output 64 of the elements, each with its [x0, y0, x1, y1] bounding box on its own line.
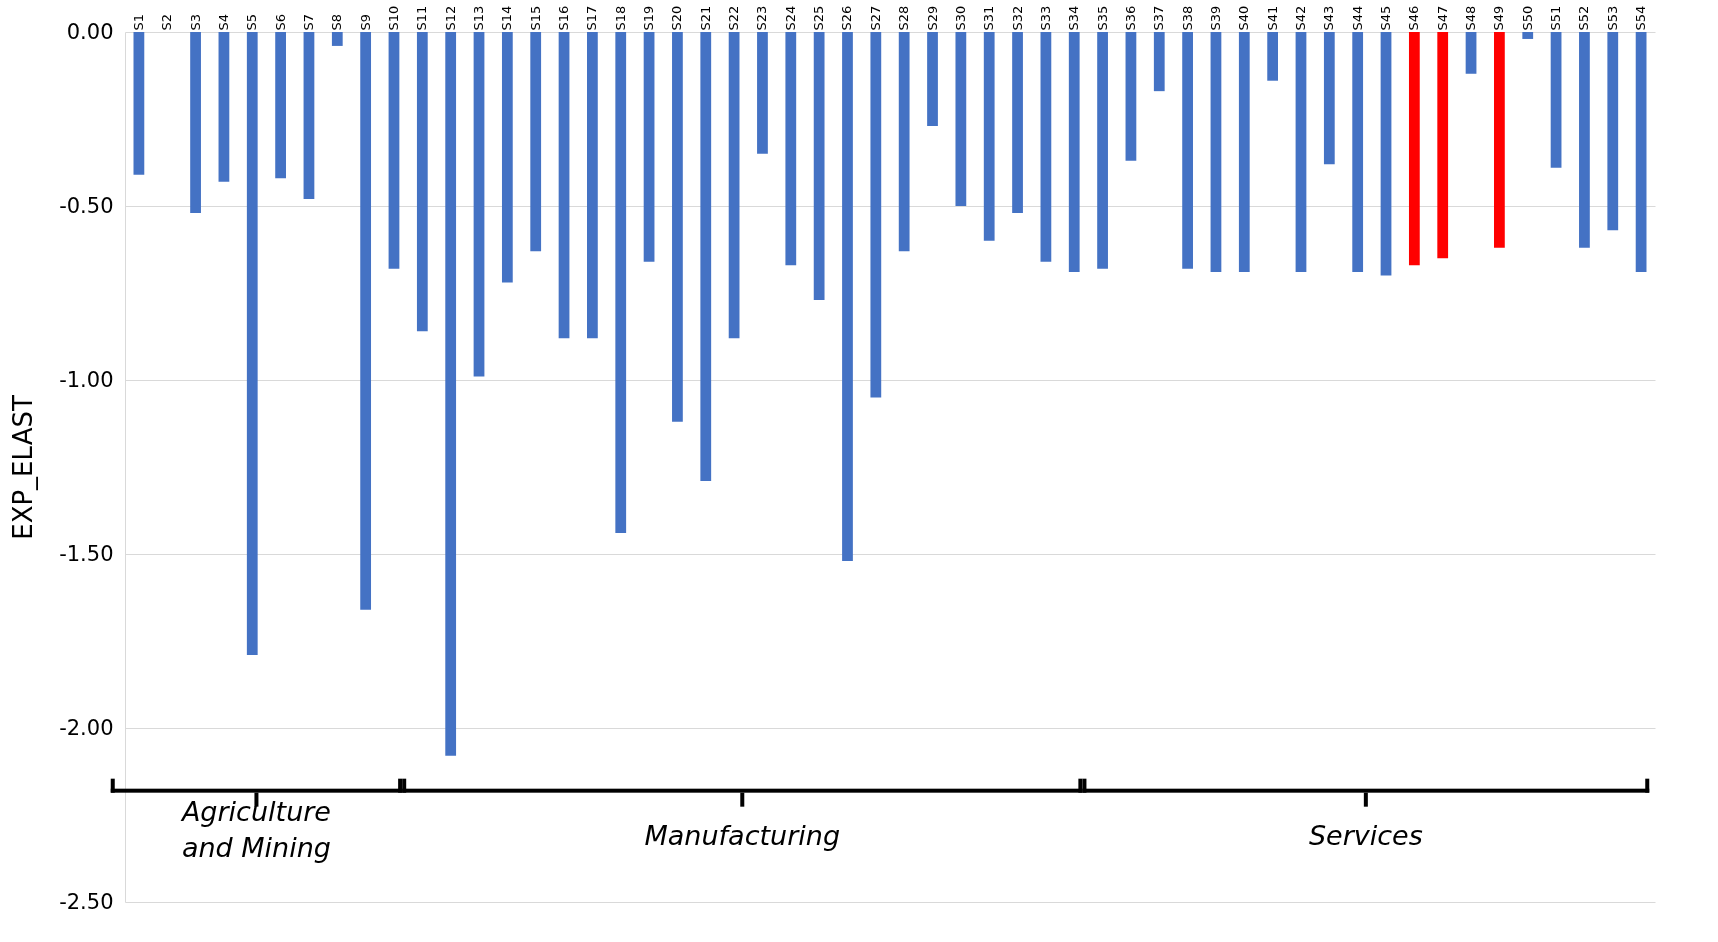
- x-tick-label: S29: [924, 5, 940, 31]
- x-tick-label: S9: [357, 13, 373, 31]
- x-tick-label: S51: [1548, 5, 1564, 31]
- annotation: Manufacturing: [644, 819, 841, 851]
- x-tick-label: S8: [329, 13, 345, 31]
- x-tick-label: S48: [1463, 5, 1479, 31]
- x-tick-label: S45: [1378, 5, 1394, 31]
- x-tick-label: S7: [300, 13, 316, 31]
- x-tick-label: S11: [414, 5, 430, 31]
- x-tick-label: S22: [726, 5, 742, 31]
- annotation: Services: [1308, 819, 1423, 851]
- x-tick-label: S25: [811, 5, 827, 31]
- y-tick-label: -0.50: [59, 193, 114, 218]
- x-tick-label: S31: [981, 5, 997, 31]
- x-tick-label: S35: [1094, 5, 1110, 31]
- x-tick-label: S30: [952, 5, 968, 31]
- x-tick-label: S42: [1292, 5, 1308, 31]
- y-axis-title: EXP_ELAST: [8, 395, 39, 540]
- x-tick-label: S19: [641, 5, 657, 31]
- x-tick-label: S37: [1151, 5, 1167, 31]
- x-tick-label: S18: [612, 5, 628, 31]
- x-tick-label: S16: [556, 5, 572, 31]
- x-tick-label: S49: [1491, 5, 1507, 31]
- y-tick-label: -2.50: [59, 889, 114, 914]
- x-tick-label: S12: [442, 5, 458, 31]
- x-tick-label: S15: [527, 5, 543, 31]
- x-tick-label: S43: [1321, 5, 1337, 31]
- x-tick-label: S32: [1009, 5, 1025, 31]
- y-tick-label: -1.50: [59, 541, 114, 566]
- x-tick-label: S34: [1066, 5, 1082, 31]
- x-tick-label: S10: [385, 5, 401, 31]
- x-tick-label: S54: [1633, 5, 1649, 31]
- y-tick-label: -1.00: [59, 367, 114, 392]
- x-tick-label: S38: [1179, 5, 1195, 31]
- x-tick-label: S24: [782, 5, 798, 31]
- x-tick-label: S26: [839, 5, 855, 31]
- x-tick-label: S2: [159, 13, 175, 31]
- x-tick-label: S5: [244, 13, 260, 31]
- x-tick-label: S52: [1576, 5, 1592, 31]
- x-tick-label: S44: [1349, 5, 1365, 31]
- x-tick-label: S28: [896, 5, 912, 31]
- x-tick-label: S33: [1037, 5, 1053, 31]
- x-tick-label: S27: [867, 5, 883, 31]
- x-tick-label: S46: [1406, 5, 1422, 31]
- x-tick-label: S21: [697, 5, 713, 31]
- y-tick-label: -2.00: [59, 715, 114, 740]
- x-tick-label: S20: [669, 5, 685, 31]
- x-tick-label: S41: [1264, 5, 1280, 31]
- x-tick-label: S40: [1236, 5, 1252, 31]
- x-tick-label: S47: [1434, 5, 1450, 31]
- x-tick-label: S39: [1207, 5, 1223, 31]
- x-tick-label: S14: [499, 5, 515, 31]
- x-tick-label: S50: [1519, 5, 1535, 31]
- x-tick-label: S23: [754, 5, 770, 31]
- x-tick-label: S53: [1604, 5, 1620, 31]
- x-tick-label: S1: [130, 13, 146, 31]
- y-tick-label: 0.00: [66, 19, 114, 44]
- x-tick-label: S17: [584, 5, 600, 31]
- x-tick-label: S4: [215, 13, 231, 31]
- annotation: Agriculture and Mining: [179, 795, 331, 863]
- x-tick-label: S3: [187, 13, 203, 31]
- x-tick-label: S6: [272, 13, 288, 31]
- x-tick-label: S36: [1122, 5, 1138, 31]
- x-tick-label: S13: [471, 5, 487, 31]
